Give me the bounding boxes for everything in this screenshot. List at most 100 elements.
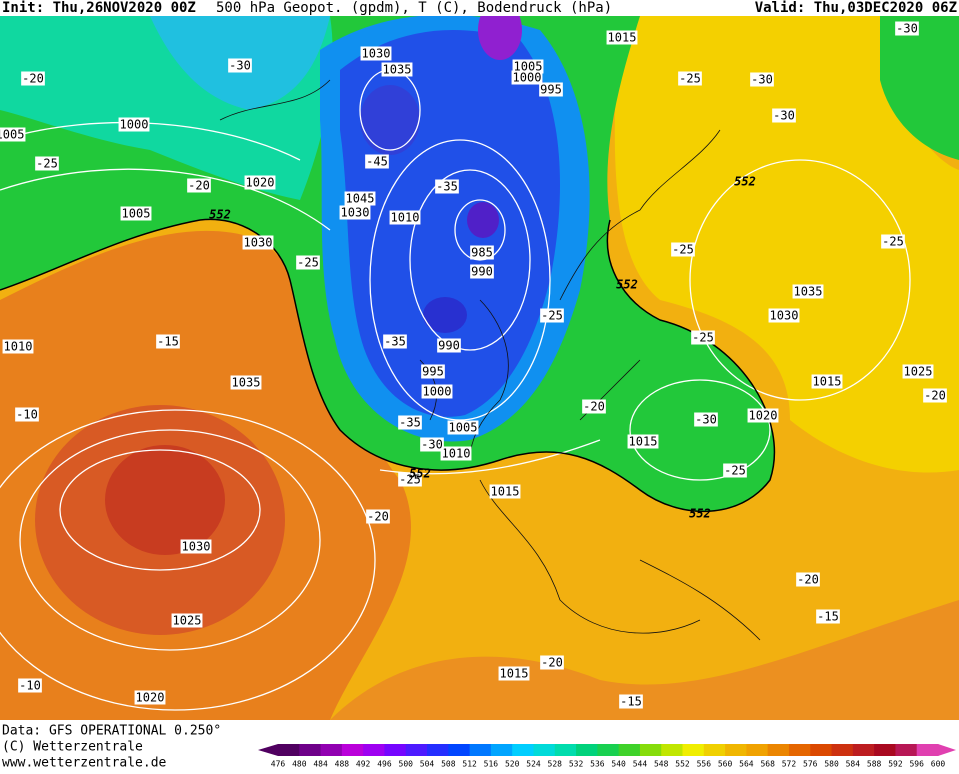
header-background — [0, 0, 959, 16]
colorbar-swatch — [618, 744, 641, 756]
colorbar-swatch — [341, 744, 364, 756]
isobar-label: 1030 — [244, 236, 273, 250]
isobar-label: 1000 — [513, 71, 542, 85]
isobar-label: 1015 — [491, 485, 520, 499]
isobar-label: 1045 — [346, 192, 375, 206]
colorbar-swatch — [490, 744, 513, 756]
colorbar-swatch — [320, 744, 343, 756]
colorbar-label: 584 — [846, 760, 861, 769]
isotherm-label: -25 — [882, 235, 904, 249]
isotherm-label: -25 — [692, 331, 714, 345]
colorbar-label: 568 — [760, 760, 775, 769]
isobar-label: 1035 — [232, 376, 261, 390]
isotherm-label-box — [540, 308, 564, 323]
colorbar-swatch — [533, 744, 556, 756]
isobar-label-box — [511, 70, 543, 85]
colorbar-label: 580 — [824, 760, 839, 769]
isobar-label-box — [389, 210, 421, 225]
isobar-label: 1005 — [514, 60, 543, 74]
isobar-label-box — [606, 30, 638, 45]
isotherm-label-box — [365, 154, 389, 169]
isobar-label: 1025 — [173, 614, 202, 628]
isotherm-label: -25 — [724, 464, 746, 478]
isotherm-label: -20 — [188, 179, 210, 193]
height-contour-552 — [0, 218, 776, 513]
isobar — [19, 429, 321, 651]
isobar-label: 1015 — [813, 375, 842, 389]
isotherm-label-box — [383, 334, 407, 349]
init-text: Init: Thu,26NOV2020 00Z — [2, 0, 196, 16]
colorbar-swatch — [725, 744, 747, 756]
colorbar-label: 496 — [377, 760, 392, 769]
isotherm-label-box — [619, 694, 643, 709]
isotherm-label-box — [750, 72, 774, 87]
isobar-label: 1020 — [136, 691, 165, 705]
colorbar-label: 572 — [782, 760, 797, 769]
colorbar-swatch — [597, 744, 620, 756]
isotherm-label-box — [796, 572, 820, 587]
isobar-label-box — [230, 375, 262, 390]
isobar-label: 1020 — [246, 176, 275, 190]
colorbar-swatch — [703, 744, 726, 756]
isotherm-label: -20 — [924, 389, 946, 403]
isobar-label: 1015 — [500, 667, 529, 681]
isobar-label: 1000 — [423, 385, 452, 399]
colorbar-label: 492 — [356, 760, 371, 769]
isobar-label: 1005 — [0, 128, 24, 142]
isotherm-label-box — [228, 58, 252, 73]
isobar-label: 1035 — [794, 285, 823, 299]
isotherm-label: -35 — [399, 416, 421, 430]
colorbar-label: 484 — [313, 760, 328, 769]
isotherm-label-box — [366, 509, 390, 524]
colorbar-label: 480 — [292, 760, 307, 769]
colorbar-label: 504 — [420, 760, 435, 769]
isobar-label: 1020 — [749, 409, 778, 423]
isotherm-label-box — [582, 399, 606, 414]
copyright: (C) Wetterzentrale — [2, 740, 143, 755]
colorbar-label: 600 — [931, 760, 946, 769]
isobar-label: 1015 — [629, 435, 658, 449]
isobar-label-box — [120, 206, 152, 221]
isotherm-label: -45 — [366, 155, 388, 169]
colorbar-label: 592 — [888, 760, 903, 769]
colorbar-label: 596 — [909, 760, 924, 769]
isobar-label-box — [498, 666, 530, 681]
colorbar: 476 480 484 488 492 496 500 504 508 512 516 520 524 5… — [258, 744, 956, 769]
colorbar-label: 512 — [462, 760, 477, 769]
isobar-label-box — [539, 82, 563, 97]
isotherm-label-box — [435, 179, 459, 194]
isobar-label-box — [344, 191, 376, 206]
isobar-label-box — [627, 434, 659, 449]
isotherm-label: -25 — [541, 309, 563, 323]
isobar-label-box — [768, 308, 800, 323]
isotherm-label: -25 — [672, 243, 694, 257]
isobar-label-box — [447, 420, 479, 435]
isotherm-label-box — [15, 407, 39, 422]
colorbar-swatch — [810, 744, 833, 756]
isotherm-label-box — [895, 21, 919, 36]
isobar-label-box — [470, 245, 494, 260]
isotherm-label: -20 — [22, 72, 44, 86]
isobar — [454, 199, 506, 261]
isobar-label: 1015 — [608, 31, 637, 45]
isotherm-label: -30 — [751, 73, 773, 87]
valid-text: Valid: Thu,03DEC2020 06Z — [755, 0, 957, 16]
isobar-label-box — [421, 384, 453, 399]
isotherm-label-box — [156, 334, 180, 349]
isotherm-label-box — [21, 71, 45, 86]
colorbar-label: 552 — [675, 760, 690, 769]
colorbar-swatch — [448, 744, 471, 756]
colorbar-label: 520 — [505, 760, 520, 769]
isotherm-label: -20 — [541, 656, 563, 670]
isotherm-label: -25 — [399, 473, 421, 487]
colorbar-swatch — [554, 744, 577, 756]
colorbar-label: 560 — [718, 760, 733, 769]
colorbar-label: 488 — [335, 760, 350, 769]
isotherm-label-box — [678, 71, 702, 86]
isobar-label-box — [134, 690, 166, 705]
isobar-label-box — [180, 539, 212, 554]
isobar-label-box — [747, 408, 779, 423]
isotherm-label: -10 — [19, 679, 41, 693]
colorbar-swatch — [682, 744, 705, 756]
